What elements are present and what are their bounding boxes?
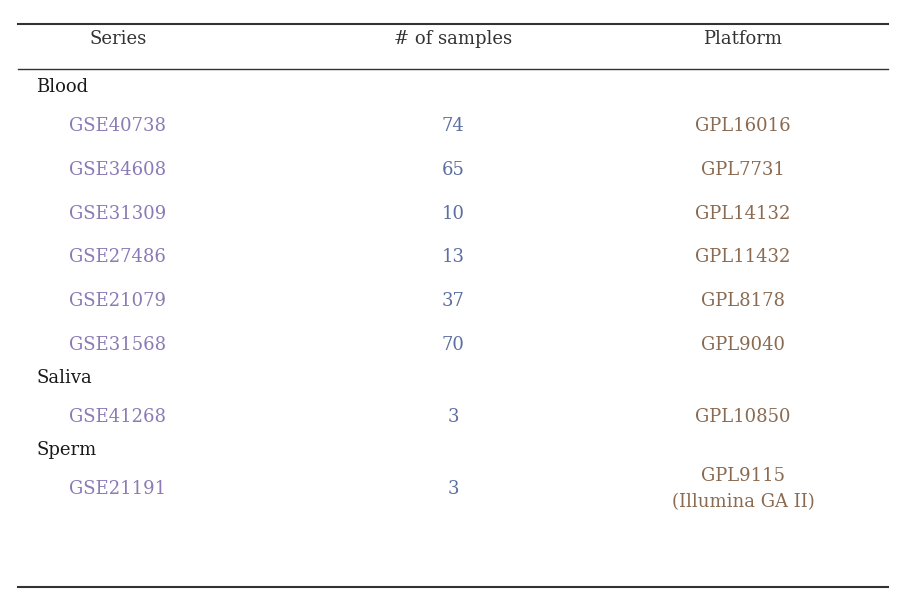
Text: GPL9040: GPL9040 [701, 336, 785, 354]
Text: GPL14132: GPL14132 [695, 205, 791, 223]
Text: 37: 37 [441, 292, 465, 310]
Text: GSE31309: GSE31309 [69, 205, 167, 223]
Text: GSE40738: GSE40738 [69, 117, 167, 135]
Text: Blood: Blood [36, 78, 89, 96]
Text: # of samples: # of samples [394, 30, 512, 48]
Text: GPL8178: GPL8178 [701, 292, 785, 310]
Text: GPL10850: GPL10850 [695, 408, 791, 426]
Text: 70: 70 [441, 336, 465, 354]
Text: Series: Series [89, 30, 147, 48]
Text: GPL11432: GPL11432 [695, 249, 791, 267]
Text: GSE27486: GSE27486 [70, 249, 166, 267]
Text: Saliva: Saliva [36, 368, 92, 386]
Text: GPL9115: GPL9115 [701, 467, 785, 485]
Text: 74: 74 [441, 117, 465, 135]
Text: 13: 13 [441, 249, 465, 267]
Text: 3: 3 [448, 408, 458, 426]
Text: GPL7731: GPL7731 [701, 161, 785, 179]
Text: GSE31568: GSE31568 [69, 336, 167, 354]
Text: 65: 65 [441, 161, 465, 179]
Text: Sperm: Sperm [36, 441, 97, 459]
Text: GSE21191: GSE21191 [69, 480, 167, 498]
Text: GSE21079: GSE21079 [69, 292, 167, 310]
Text: 3: 3 [448, 480, 458, 498]
Text: GPL16016: GPL16016 [695, 117, 791, 135]
Text: 10: 10 [441, 205, 465, 223]
Text: (Illumina GA II): (Illumina GA II) [671, 494, 814, 512]
Text: Platform: Platform [703, 30, 783, 48]
Text: GSE41268: GSE41268 [69, 408, 167, 426]
Text: GSE34608: GSE34608 [69, 161, 167, 179]
